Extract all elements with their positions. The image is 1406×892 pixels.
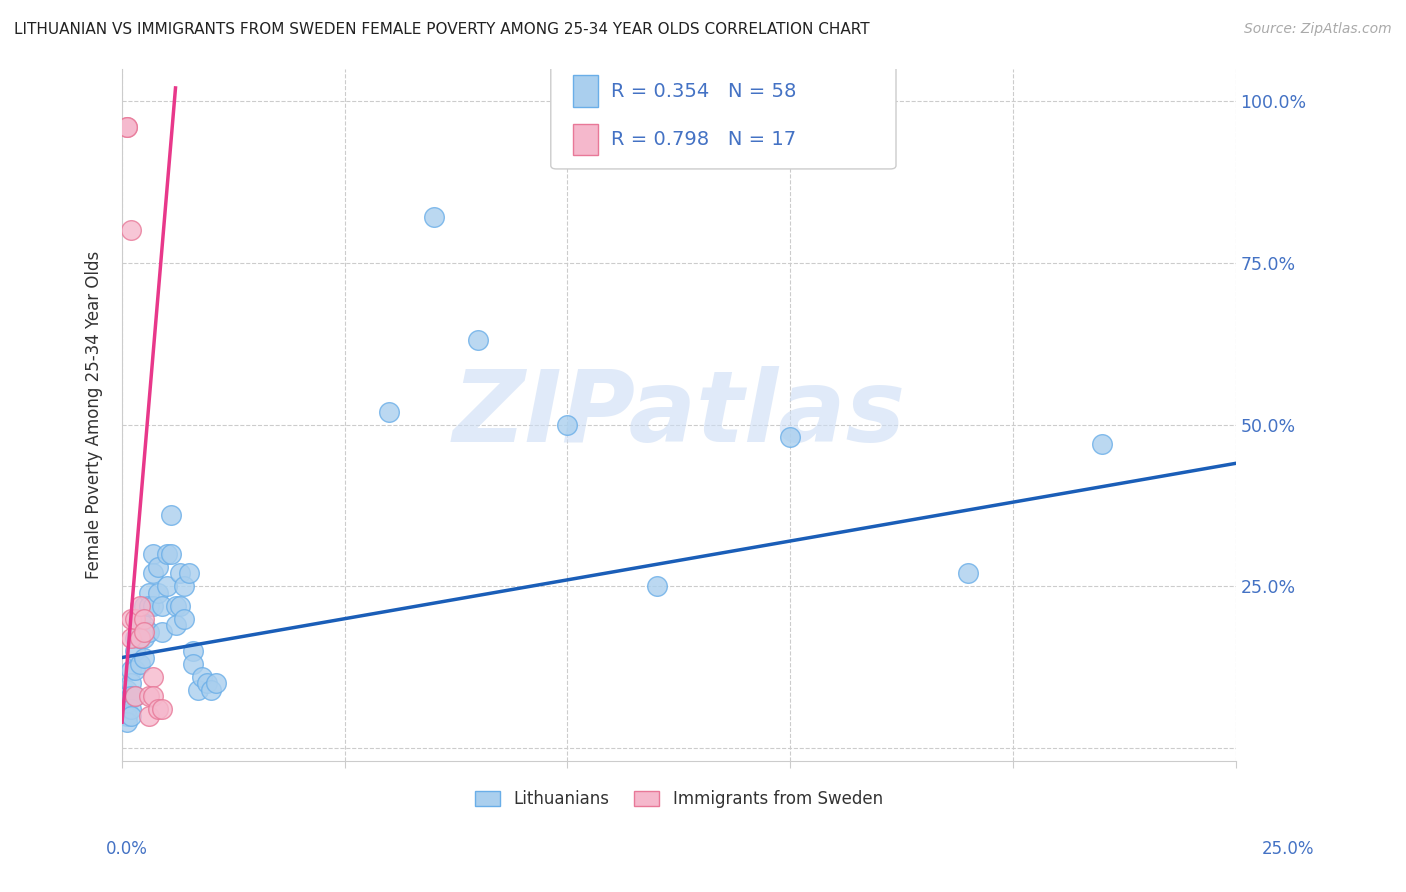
Point [138, 690, 160, 704]
Point [134, 631, 156, 645]
Point [165, 599, 187, 613]
Point [138, 624, 160, 639]
Point [134, 624, 156, 639]
Point [120, 702, 142, 716]
FancyBboxPatch shape [574, 124, 598, 155]
Text: 0.0%: 0.0% [105, 840, 148, 858]
Point [124, 690, 146, 704]
Point [124, 631, 146, 645]
Point [467, 334, 489, 348]
Point [120, 708, 142, 723]
Point [134, 612, 156, 626]
Text: 25.0%: 25.0% [1263, 840, 1315, 858]
Point [165, 618, 187, 632]
Point [150, 599, 173, 613]
Point [120, 631, 142, 645]
Point [115, 682, 138, 697]
Point [155, 547, 177, 561]
Point [134, 618, 156, 632]
Point [142, 599, 165, 613]
Point [120, 664, 142, 678]
Point [191, 670, 214, 684]
Text: Source: ZipAtlas.com: Source: ZipAtlas.com [1244, 22, 1392, 37]
Text: R = 0.798   N = 17: R = 0.798 N = 17 [612, 130, 796, 149]
Point [138, 599, 160, 613]
Text: ZIPatlas: ZIPatlas [453, 367, 905, 463]
Point [160, 547, 183, 561]
Point [169, 566, 191, 581]
Point [134, 650, 156, 665]
Point [378, 404, 401, 418]
Point [645, 579, 668, 593]
Point [181, 657, 204, 671]
Point [557, 417, 579, 432]
Point [128, 631, 150, 645]
Point [160, 508, 183, 522]
Point [142, 690, 165, 704]
Text: LITHUANIAN VS IMMIGRANTS FROM SWEDEN FEMALE POVERTY AMONG 25-34 YEAR OLDS CORREL: LITHUANIAN VS IMMIGRANTS FROM SWEDEN FEM… [14, 22, 870, 37]
Legend: Lithuanians, Immigrants from Sweden: Lithuanians, Immigrants from Sweden [468, 784, 890, 815]
Point [128, 599, 150, 613]
Point [120, 223, 142, 237]
FancyBboxPatch shape [574, 76, 598, 107]
Point [128, 657, 150, 671]
Y-axis label: Female Poverty Among 25-34 Year Olds: Female Poverty Among 25-34 Year Olds [86, 251, 103, 579]
Text: R = 0.354   N = 58: R = 0.354 N = 58 [612, 81, 796, 101]
FancyBboxPatch shape [551, 62, 896, 169]
Point [181, 644, 204, 658]
Point [142, 670, 165, 684]
Point [204, 676, 226, 690]
Point [146, 560, 169, 574]
Point [115, 702, 138, 716]
Point [134, 599, 156, 613]
Point [169, 599, 191, 613]
Point [146, 702, 169, 716]
Point [128, 612, 150, 626]
Point [173, 579, 195, 593]
Point [142, 566, 165, 581]
Point [155, 579, 177, 593]
Point [177, 566, 200, 581]
Point [115, 696, 138, 710]
Point [142, 547, 165, 561]
Point [173, 612, 195, 626]
Point [115, 690, 138, 704]
Point [124, 612, 146, 626]
Point [124, 664, 146, 678]
Point [120, 690, 142, 704]
Point [200, 682, 222, 697]
Point [195, 676, 218, 690]
Point [120, 676, 142, 690]
Point [124, 644, 146, 658]
Point [138, 708, 160, 723]
Point [124, 690, 146, 704]
Point [423, 211, 446, 225]
Point [115, 715, 138, 730]
Point [138, 586, 160, 600]
Point [150, 702, 173, 716]
Point [1091, 437, 1114, 451]
Point [120, 612, 142, 626]
Point [115, 708, 138, 723]
Point [779, 430, 801, 444]
Point [187, 682, 209, 697]
Point [115, 120, 138, 134]
Point [957, 566, 980, 581]
Point [115, 120, 138, 134]
Point [150, 624, 173, 639]
Point [128, 631, 150, 645]
Point [146, 586, 169, 600]
